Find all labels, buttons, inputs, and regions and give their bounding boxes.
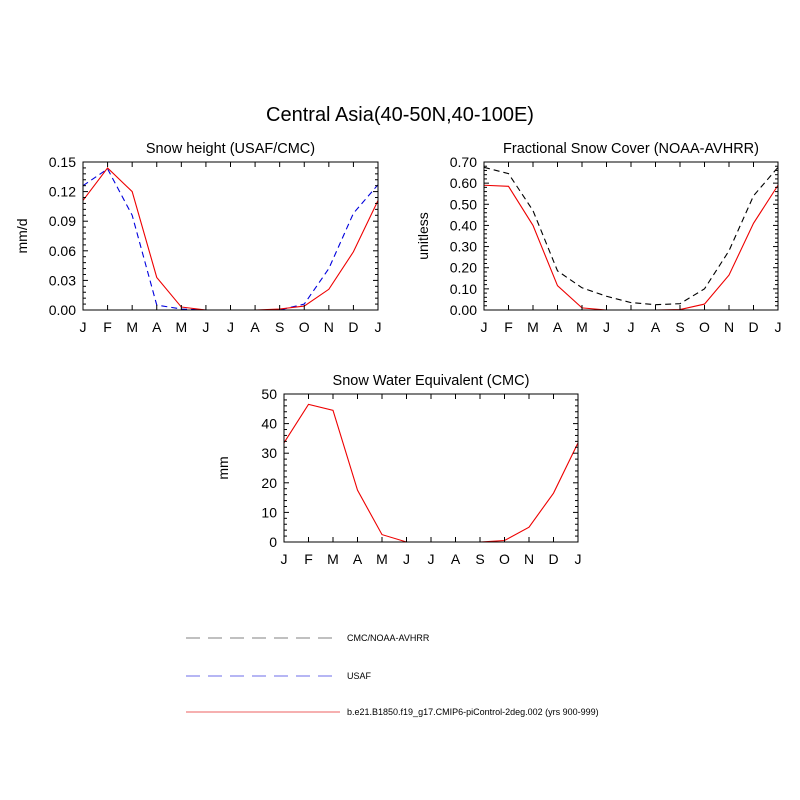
y-tick-label: 20 — [261, 475, 277, 491]
legend-label: b.e21.B1850.f19_g17.CMIP6-piControl-2deg… — [347, 707, 599, 717]
legend: CMC/NOAA-AVHRR USAF b.e21.B1850.f19_g17.CM… — [186, 633, 599, 717]
x-tick-label: O — [299, 319, 310, 335]
y-tick-label: 30 — [261, 445, 277, 461]
x-tick-label: D — [548, 551, 558, 567]
x-tick-label: S — [675, 319, 684, 335]
x-tick-label: O — [499, 551, 510, 567]
x-tick-label: F — [304, 551, 313, 567]
panel-2: Fractional Snow Cover (NOAA-AVHRR) unitle… — [415, 141, 782, 335]
plot-frame — [82, 161, 379, 311]
x-tick-label: M — [327, 551, 339, 567]
y-tick-label: 0.10 — [450, 281, 477, 297]
x-tick-label: S — [475, 551, 484, 567]
y-tick-label: 0.09 — [49, 213, 76, 229]
x-tick-label: J — [775, 319, 782, 335]
series-line — [283, 403, 579, 543]
plot-frame — [483, 161, 779, 311]
x-tick-label: J — [428, 551, 435, 567]
x-tick-label: J — [575, 551, 582, 567]
x-tick-label: A — [553, 319, 563, 335]
x-tick-label: M — [175, 319, 187, 335]
x-tick-label: N — [324, 319, 334, 335]
y-tick-label: 0.70 — [450, 154, 477, 170]
y-tick-label: 0.12 — [49, 184, 76, 200]
x-tick-label: A — [651, 319, 661, 335]
y-tick-label: 0.06 — [49, 243, 76, 259]
y-tick-label: 0.30 — [450, 239, 477, 255]
x-tick-label: F — [103, 319, 112, 335]
y-tick-label: 10 — [261, 504, 277, 520]
x-tick-label: J — [80, 319, 87, 335]
x-tick-label: N — [724, 319, 734, 335]
x-tick-label: M — [527, 319, 539, 335]
y-axis-label: mm/d — [14, 219, 30, 254]
x-tick-label: A — [250, 319, 260, 335]
x-tick-label: J — [281, 551, 288, 567]
x-tick-label: F — [504, 319, 513, 335]
panels: Snow height (USAF/CMC)mm/dJ F M A M J J A S O N D J0… — [14, 141, 782, 567]
legend-label: CMC/NOAA-AVHRR — [347, 633, 430, 643]
x-tick-label: D — [748, 319, 758, 335]
panel-title: Snow height (USAF/CMC) — [146, 141, 315, 157]
x-tick-label: J — [481, 319, 488, 335]
y-tick-label: 0.60 — [450, 175, 477, 191]
x-tick-label: A — [451, 551, 461, 567]
y-tick-label: 0.15 — [49, 154, 76, 170]
y-tick-label: 40 — [261, 416, 277, 432]
panel-3: Snow Water Equivalent (CMC)mmJ F M A M J J A S O N… — [215, 373, 582, 567]
y-tick-label: 0.00 — [450, 302, 477, 318]
y-tick-label: 0.20 — [450, 260, 477, 276]
y-tick-label: 0.50 — [450, 196, 477, 212]
y-axis-label: unitless — [415, 212, 431, 259]
y-tick-label: 0.40 — [450, 217, 477, 233]
x-tick-label: J — [403, 551, 410, 567]
series-line — [483, 166, 779, 306]
legend-label: USAF — [347, 671, 372, 681]
x-tick-label: J — [375, 319, 382, 335]
y-tick-label: 0.03 — [49, 272, 76, 288]
x-tick-label: J — [202, 319, 209, 335]
x-tick-label: J — [628, 319, 635, 335]
x-tick-label: M — [576, 319, 588, 335]
panel-title: Snow Water Equivalent (CMC) — [333, 373, 530, 389]
x-tick-label: J — [603, 319, 610, 335]
panel-title: Fractional Snow Cover (NOAA-AVHRR) — [503, 141, 759, 157]
x-tick-label: J — [227, 319, 234, 335]
x-tick-label: M — [126, 319, 138, 335]
series-line — [82, 168, 379, 311]
figure-title: Central Asia(40-50N,40-100E) — [266, 104, 534, 126]
y-tick-label: 50 — [261, 386, 277, 402]
x-tick-label: A — [152, 319, 162, 335]
panel-1: Snow height (USAF/CMC)mm/dJ F M A M J J A S O N D J0… — [14, 141, 382, 335]
x-tick-label: S — [275, 319, 284, 335]
x-tick-label: M — [376, 551, 388, 567]
x-tick-label: A — [353, 551, 363, 567]
y-tick-label: 0.00 — [49, 302, 76, 318]
x-tick-label: N — [524, 551, 534, 567]
x-tick-label: O — [699, 319, 710, 335]
y-tick-label: 0 — [269, 534, 277, 550]
x-tick-label: D — [348, 319, 358, 335]
y-axis-label: mm — [215, 456, 231, 479]
series-line — [82, 167, 379, 311]
